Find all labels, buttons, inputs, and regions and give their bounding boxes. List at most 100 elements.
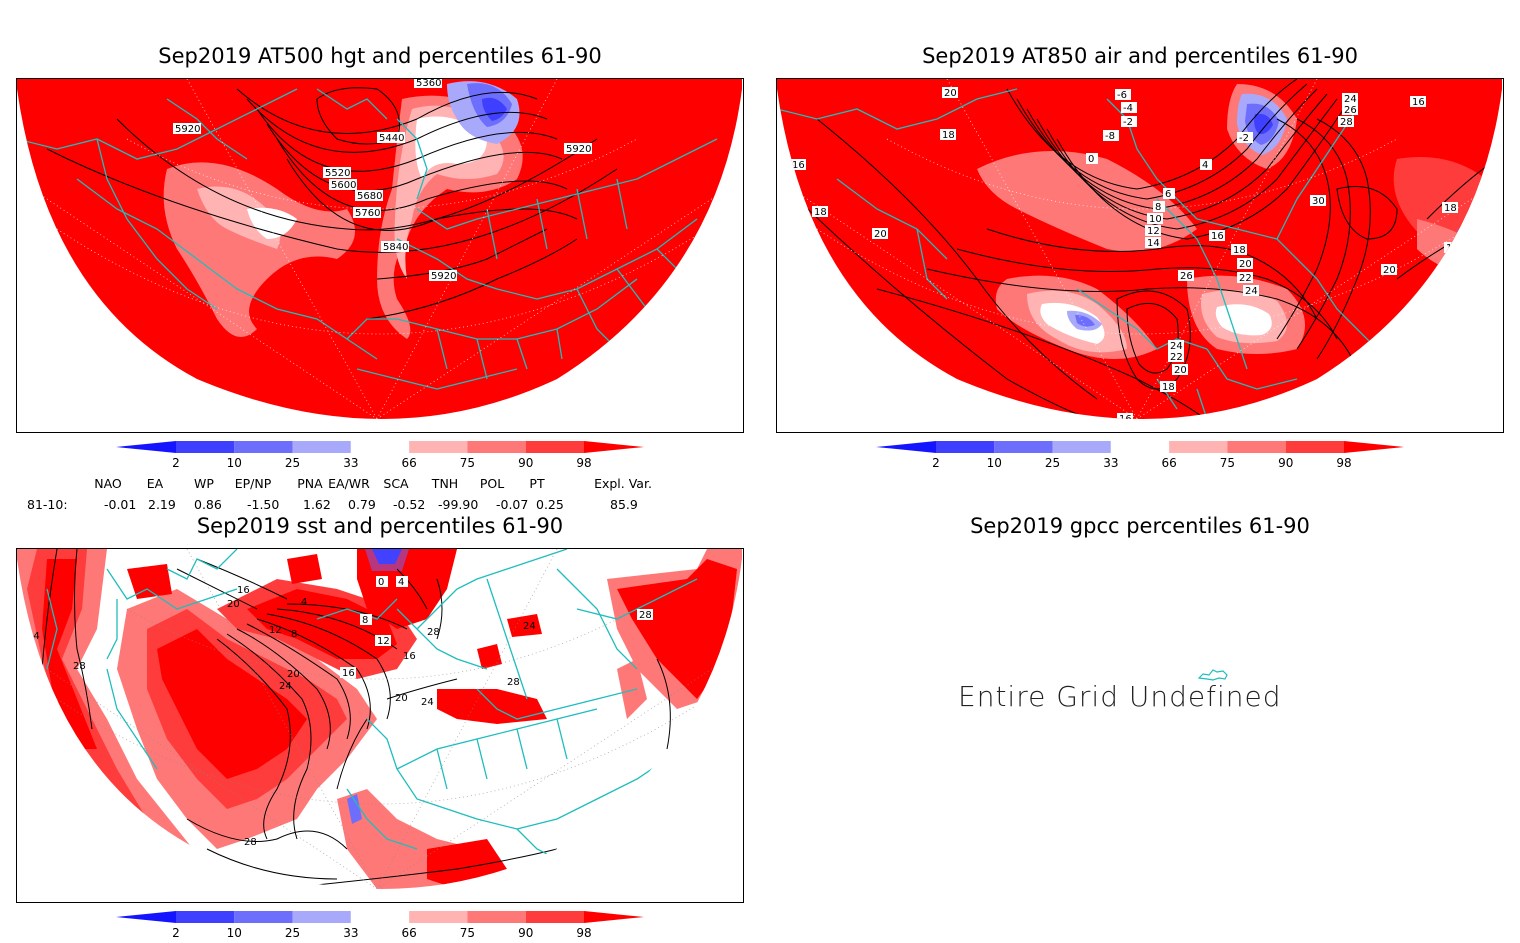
colorbar-swatch <box>1169 441 1228 453</box>
sst-label: 4 <box>398 577 404 588</box>
sst-label: 28 <box>244 837 257 848</box>
colorbar-swatch <box>1110 441 1170 453</box>
colorbar-svg: 2 10 25 33 66 75 90 98 <box>876 441 1404 470</box>
colorbar-swatch <box>584 441 644 453</box>
colorbar-label: 25 <box>285 926 300 939</box>
air-label: 28 <box>1340 117 1353 128</box>
colorbar-swatch <box>994 441 1053 453</box>
sst-label: 24 <box>279 681 292 692</box>
colorbar-label: 90 <box>518 926 533 939</box>
colorbar-swatch <box>234 911 293 923</box>
air-label: 26 <box>1344 105 1357 116</box>
colorbar-label: 10 <box>227 456 242 469</box>
panel-title-sst: Sep2019 sst and percentiles 61-90 <box>196 514 564 538</box>
air-label: 18 <box>1444 203 1457 214</box>
sst-label: 24 <box>523 621 536 632</box>
sst-label: 8 <box>362 615 368 626</box>
colorbar-label: 75 <box>460 456 475 469</box>
sst-label: 4 <box>301 597 307 608</box>
map-sst: 16 20 24 28 12 8 16 20 24 28 4 8 12 16 2… <box>16 548 744 903</box>
hgt-label: 5760 <box>355 208 380 219</box>
air-label: 22 <box>1239 273 1252 284</box>
colorbar-label: 75 <box>1220 456 1235 469</box>
colorbar-label: 2 <box>172 926 180 939</box>
hgt-label: 5680 <box>357 191 382 202</box>
hgt-label: 5440 <box>379 133 404 144</box>
colorbar-swatch <box>876 441 936 453</box>
air-label: -2 <box>1239 133 1249 144</box>
index-header: PNA <box>297 476 323 491</box>
colorbar-swatch <box>525 441 584 453</box>
sst-label: 28 <box>73 661 86 672</box>
index-row-label: 81-10: <box>27 497 68 512</box>
colorbar-label: 33 <box>343 926 358 939</box>
hgt-label: 5840 <box>383 242 408 253</box>
sst-label: 12 <box>377 636 390 647</box>
air-label: 15 <box>1446 243 1459 254</box>
panel-title-gpcc: Sep2019 gpcc percentiles 61-90 <box>970 514 1310 538</box>
colorbar-swatch <box>525 911 584 923</box>
colorbar-label: 10 <box>987 456 1002 469</box>
index-headers: NAO EA WP EP/NP PNA EA/WR SCA TNH POL PT Expl. Var… <box>0 476 760 492</box>
hgt-label: 5920 <box>175 124 200 135</box>
air-label: 10 <box>1149 214 1162 225</box>
colorbar-swatch <box>1285 441 1344 453</box>
colorbar-swatch <box>1344 441 1404 453</box>
hgt-label: 5920 <box>431 271 456 282</box>
colorbar-sst: 2 10 25 33 66 75 90 98 <box>116 909 644 940</box>
colorbar-label: 66 <box>402 456 417 469</box>
sst-label: 8 <box>291 629 297 640</box>
colorbar-swatch <box>1227 441 1286 453</box>
air-label: 16 <box>1211 231 1224 242</box>
air-label: 14 <box>1147 238 1160 249</box>
index-value: -0.07 <box>496 497 529 512</box>
air-label: -6 <box>1117 90 1127 101</box>
air-label: 16 <box>1119 414 1132 425</box>
air-label: 20 <box>1383 265 1396 276</box>
air-label: 24 <box>1344 94 1357 105</box>
colorbar-label: 66 <box>1162 456 1177 469</box>
sst-label: 28 <box>639 610 652 621</box>
colorbar-label: 98 <box>1336 456 1351 469</box>
air-label: 18 <box>1162 382 1175 393</box>
air-label: -2 <box>1123 117 1133 128</box>
air-label: 24 <box>1170 341 1183 352</box>
colorbar-label: 33 <box>343 456 358 469</box>
colorbar-swatch <box>936 441 995 453</box>
colorbar-hgt: 2 10 25 33 66 75 90 98 <box>116 439 644 470</box>
air-label: 12 <box>1147 226 1160 237</box>
colorbar-label: 90 <box>518 456 533 469</box>
colorbar-label: 2 <box>932 456 940 469</box>
index-header: WP <box>194 476 214 491</box>
hgt-label: 5360 <box>416 79 441 89</box>
air-label: 0 <box>1088 154 1094 165</box>
air-label: 26 <box>1180 271 1193 282</box>
colorbar-swatch <box>1052 441 1111 453</box>
colorbar-swatch <box>116 911 176 923</box>
index-header: SCA <box>383 476 409 491</box>
panel-title-hgt: Sep2019 AT500 hgt and percentiles 61-90 <box>158 44 602 68</box>
colorbar-swatch <box>350 441 410 453</box>
colorbar-label: 2 <box>172 456 180 469</box>
colorbar-label: 90 <box>1278 456 1293 469</box>
colorbar-label: 75 <box>460 926 475 939</box>
colorbar-swatch <box>409 911 468 923</box>
sst-label: 24 <box>421 697 434 708</box>
colorbar-label: 98 <box>576 926 591 939</box>
index-value: -0.52 <box>393 497 426 512</box>
sst-label: 16 <box>237 585 250 596</box>
air-label: 24 <box>1245 286 1258 297</box>
colorbar-label: 25 <box>1045 456 1060 469</box>
colorbar-swatch <box>584 911 644 923</box>
colorbar-swatch <box>176 441 235 453</box>
sst-label: 28 <box>507 677 520 688</box>
index-value: 2.19 <box>148 497 176 512</box>
colorbar-swatch <box>350 911 410 923</box>
colorbar-swatch <box>467 441 526 453</box>
colorbar-svg: 2 10 25 33 66 75 90 98 <box>116 911 644 940</box>
index-header: TNH <box>431 476 459 491</box>
map-hgt: 5360 5920 5440 5920 5520 5600 5680 5760 … <box>16 78 744 433</box>
colorbar-swatch <box>292 911 351 923</box>
colorbar-swatch <box>176 911 235 923</box>
air-label: 18 <box>942 130 955 141</box>
